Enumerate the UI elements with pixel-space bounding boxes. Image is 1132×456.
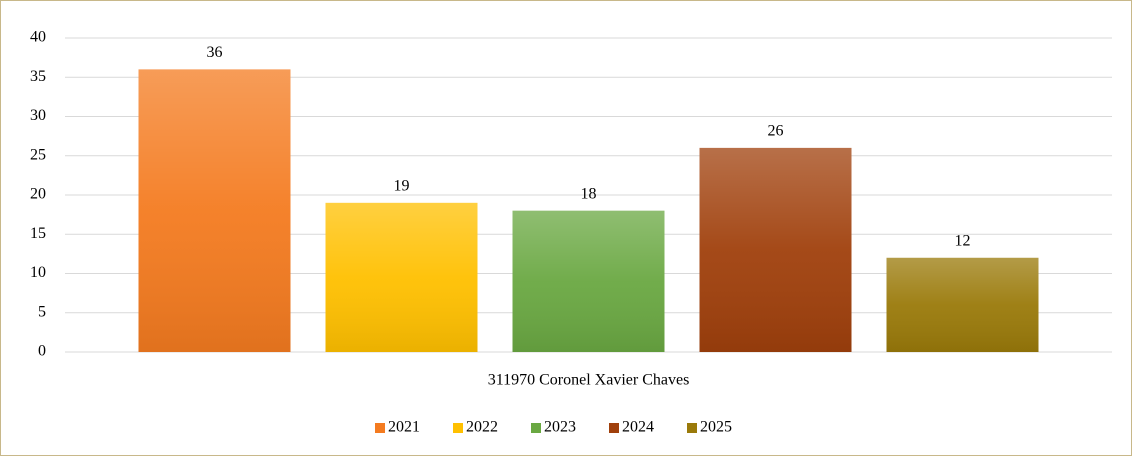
- y-tick-label: 35: [30, 68, 46, 85]
- bar-sheen: [325, 202, 478, 352]
- y-tick-label: 20: [30, 186, 46, 203]
- y-tick-label: 0: [38, 343, 46, 360]
- data-label: 18: [581, 185, 597, 202]
- y-tick-label: 10: [30, 264, 46, 281]
- legend-swatch: [609, 423, 619, 433]
- bar-sheen: [512, 210, 665, 352]
- y-tick-label: 40: [30, 29, 46, 46]
- legend-label: 2022: [466, 419, 498, 436]
- legend-swatch: [687, 423, 697, 433]
- legend-label: 2023: [544, 419, 576, 436]
- bar-sheen: [699, 147, 852, 352]
- y-tick-label: 25: [30, 146, 46, 163]
- legend-label: 2025: [700, 419, 732, 436]
- data-label: 19: [394, 178, 410, 195]
- y-tick-label: 15: [30, 225, 46, 242]
- legend-swatch: [375, 423, 385, 433]
- data-label: 36: [207, 44, 223, 61]
- legend-label: 2021: [388, 419, 420, 436]
- data-label: 26: [768, 123, 784, 140]
- data-label: 12: [955, 232, 971, 249]
- x-tick-label: 311970 Coronel Xavier Chaves: [488, 372, 690, 389]
- bar-sheen: [886, 257, 1039, 352]
- legend-swatch: [531, 423, 541, 433]
- y-tick-label: 5: [38, 303, 46, 320]
- legend-label: 2024: [622, 419, 654, 436]
- legend-swatch: [453, 423, 463, 433]
- bar-sheen: [138, 69, 291, 353]
- y-tick-label: 30: [30, 107, 46, 124]
